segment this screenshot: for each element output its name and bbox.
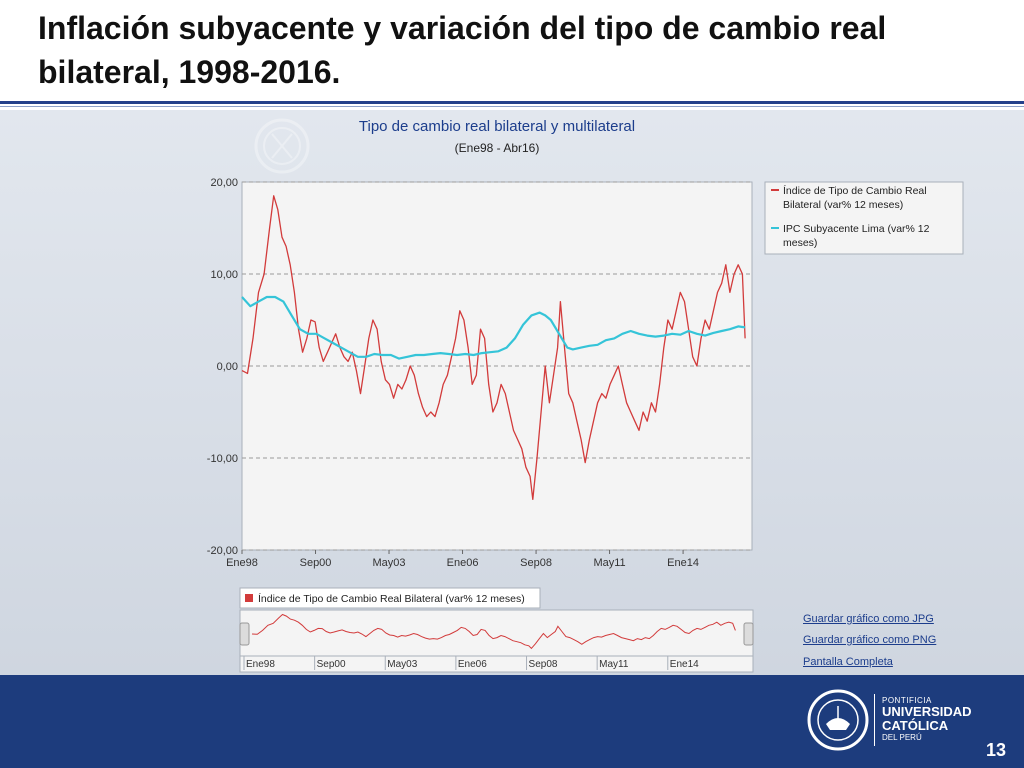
fullscreen-link[interactable]: Pantalla Completa [803,656,893,668]
x-tick-label: Sep08 [520,557,552,569]
title-rule-thin [0,106,1024,107]
chart-svg: Tipo de cambio real bilateral y multilat… [207,118,964,673]
grid-layer [242,181,752,551]
series-layer [241,195,746,501]
legend-line-2: Bilateral (var% 12 meses) [783,199,903,211]
navigator-tick-label: Ene06 [458,659,487,670]
university-seal-icon [807,689,869,751]
navigator-tick-label: Ene14 [670,659,699,670]
navigator-tick-label: Ene98 [246,659,275,670]
y-tick-label: -10,00 [207,453,238,465]
navigator-axis: Ene98 Sep00 May03 Ene06 Sep08 May11 Ene14 [243,656,699,670]
series-line-ipc [241,295,746,360]
y-tick-label: 10,00 [210,269,238,281]
save-jpg-link[interactable]: Guardar gráfico como JPG [803,613,934,625]
y-tick-label: 0,00 [217,361,238,373]
navigator-line [251,613,736,650]
navigator-tick-label: Sep00 [317,659,346,670]
x-tick-label: Ene06 [447,557,479,569]
title-rule [0,101,1024,104]
chart-title: Tipo de cambio real bilateral y multilat… [359,118,635,135]
save-png-link[interactable]: Guardar gráfico como PNG [803,634,937,646]
university-name-line3: CATÓLICA [882,718,949,733]
navigator[interactable]: Índice de Tipo de Cambio Real Bilateral … [239,587,754,673]
page-number: 13 [985,740,1006,760]
legend: Índice de Tipo de Cambio Real Bilateral … [764,181,964,255]
x-tick-label: Ene14 [667,557,699,569]
legend-item-ipc: IPC Subyacente Lima (var% 12 meses) [783,223,932,249]
watermark-seal-icon [254,118,310,174]
navigator-tick-label: May03 [387,659,417,670]
navigator-legend: Índice de Tipo de Cambio Real Bilateral … [258,592,525,605]
legend-line-1: Índice de Tipo de Cambio Real [783,184,927,197]
x-axis: Ene98 Sep00 May03 Ene06 Sep08 May11 Ene14 [226,550,699,569]
navigator-tick-label: Sep08 [529,659,558,670]
legend-line-1: IPC Subyacente Lima (var% 12 [783,223,930,235]
slide-title: Inflación subyacente y variación del tip… [38,10,887,90]
navigator-right-handle[interactable] [743,622,754,646]
logo-divider [874,694,875,746]
y-tick-label: 20,00 [210,177,238,189]
legend-box [764,181,964,255]
navigator-series [251,613,736,650]
university-name-line4: DEL PERÚ [882,733,922,742]
university-name-line1: PONTIFICIA [882,696,932,705]
navigator-legend-swatch [245,594,253,602]
footer [0,675,1024,768]
y-tick-label: -20,00 [207,545,238,557]
y-axis: 20,00 10,00 0,00 -10,00 -20,00 [207,177,238,557]
legend-line-2: meses) [783,237,817,249]
chart-panel: Tipo de cambio real bilateral y multilat… [0,110,1024,675]
x-tick-label: Ene98 [226,557,258,569]
x-tick-label: May11 [593,557,625,569]
chart-subtitle: (Ene98 - Abr16) [455,141,540,155]
navigator-tick-label: May11 [599,659,629,670]
x-tick-label: Sep00 [300,557,332,569]
university-name-line2: UNIVERSIDAD [882,704,972,719]
x-tick-label: May03 [373,557,406,569]
university-name: PONTIFICIA UNIVERSIDAD CATÓLICA DEL PERÚ [882,696,972,742]
navigator-left-handle[interactable] [239,622,250,646]
navigator-legend-box [239,587,541,609]
legend-item-bilateral: Índice de Tipo de Cambio Real Bilateral … [783,184,930,211]
